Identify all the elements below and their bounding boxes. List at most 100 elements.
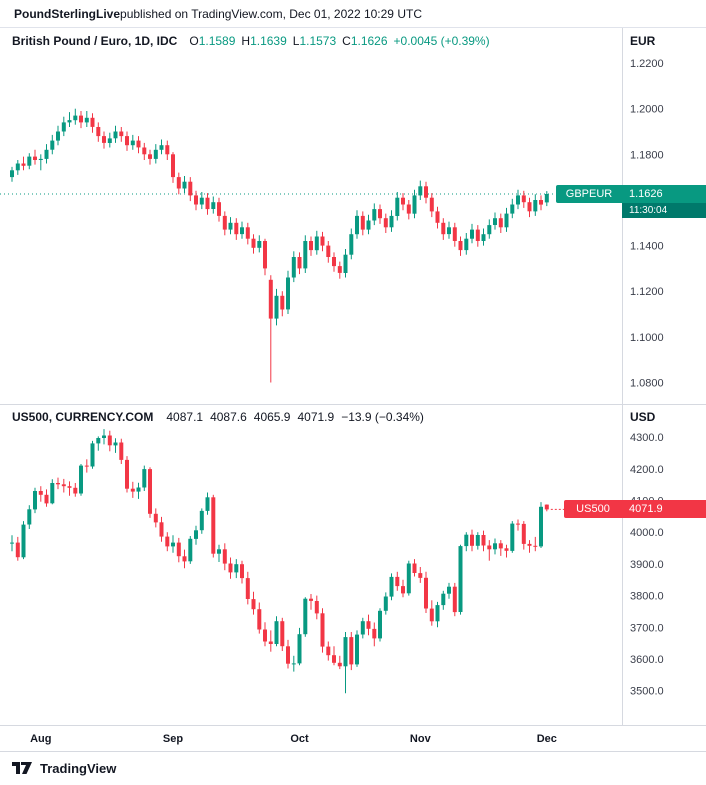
- y-axis-tick: 3600.0: [630, 654, 664, 666]
- candlestick-chart[interactable]: 1.22001.20001.18001.16001.14001.12001.10…: [0, 28, 706, 752]
- candle-body: [452, 227, 457, 241]
- candle-body: [119, 442, 124, 460]
- currency-label-usd: USD: [630, 410, 656, 424]
- candle-body: [458, 241, 463, 251]
- x-axis-month-label: Oct: [290, 733, 309, 745]
- candle-body: [130, 488, 135, 492]
- candle-body: [320, 236, 325, 246]
- candle-body: [280, 621, 285, 647]
- candle-body: [102, 435, 106, 438]
- y-axis-tick: 1.2000: [630, 104, 664, 116]
- candle-body: [297, 634, 302, 664]
- candle-body: [349, 637, 354, 665]
- x-axis-month-label: Sep: [163, 733, 183, 745]
- candle-body: [171, 542, 175, 547]
- candle-body: [418, 186, 423, 196]
- candle-body: [383, 218, 388, 228]
- y-axis-tick: 1.0800: [630, 378, 664, 390]
- candle-body: [73, 115, 78, 121]
- tradingview-logo-icon: [12, 761, 33, 776]
- candle-body: [389, 576, 394, 597]
- candle-body: [441, 222, 446, 235]
- candle-body: [234, 564, 239, 573]
- candle-body: [498, 218, 503, 228]
- candle-body: [521, 523, 526, 544]
- candle-body: [435, 605, 440, 622]
- candle-body: [360, 621, 365, 635]
- legend-us500: US500, CURRENCY.COM 4087.1 4087.6 4065.9 407…: [12, 410, 424, 424]
- candle-body: [61, 484, 66, 487]
- candle-body: [544, 504, 549, 510]
- candle-body: [199, 510, 204, 531]
- candle-body: [268, 279, 273, 319]
- candle-body: [142, 469, 147, 488]
- candle-body: [337, 662, 342, 667]
- candle-body: [504, 548, 509, 551]
- candle-body: [303, 598, 308, 635]
- candle-body: [27, 509, 32, 525]
- candle-body: [487, 225, 492, 235]
- candle-body: [263, 629, 267, 642]
- candle-body: [148, 469, 152, 514]
- y-axis-tick: 1.1400: [630, 241, 664, 253]
- candle-body: [521, 195, 526, 203]
- candle-body: [217, 202, 221, 216]
- candle-body: [222, 215, 227, 230]
- ohlc-close-value: 4071.9: [297, 410, 335, 424]
- candle-body: [401, 586, 405, 594]
- candle-body: [79, 115, 83, 123]
- ohlc-high-value: 1.1639: [250, 34, 287, 48]
- candle-body: [153, 513, 158, 523]
- candle-body: [516, 195, 520, 205]
- candle-body: [263, 241, 267, 269]
- candle-body: [56, 483, 60, 485]
- candle-body: [441, 593, 446, 606]
- candle-body: [228, 222, 233, 230]
- candle-body: [527, 543, 532, 546]
- x-axis-month-label: Nov: [410, 733, 432, 745]
- x-axis-month-label: Dec: [537, 733, 557, 745]
- tradingview-footer-link[interactable]: TradingView: [0, 752, 706, 785]
- candle-body: [429, 608, 434, 622]
- candle-body: [447, 586, 451, 594]
- y-axis-tick: 1.1200: [630, 286, 664, 298]
- gbpeur-symbol-price-flag: GBPEUR: [556, 185, 622, 203]
- candle-body: [211, 497, 216, 554]
- candle-body: [475, 535, 480, 546]
- candle-body: [481, 535, 486, 546]
- x-axis-month-label: Aug: [30, 733, 51, 745]
- candle-body: [516, 523, 520, 525]
- ohlc-close-label: C: [342, 34, 351, 48]
- candle-body: [107, 435, 112, 446]
- gbpeur-last-price-label: 1.1626: [622, 185, 706, 203]
- candle-body: [234, 222, 239, 235]
- candle-body: [165, 536, 170, 547]
- candle-body: [314, 601, 319, 614]
- candle-body: [50, 140, 55, 150]
- candle-body: [401, 197, 405, 205]
- publisher-link[interactable]: PoundSterlingLive: [14, 6, 121, 21]
- candle-body: [510, 204, 515, 214]
- candle-body: [176, 542, 181, 557]
- candle-body: [211, 202, 216, 209]
- y-axis-tick: 4200.0: [630, 464, 664, 476]
- candle-body: [332, 655, 336, 663]
- candle-body: [406, 204, 411, 214]
- candle-body: [337, 266, 342, 273]
- ohlc-open-label: O: [189, 34, 199, 48]
- candle-body: [303, 241, 308, 269]
- header-publish-info: published on TradingView.com, Dec 01, 20…: [120, 6, 422, 21]
- candle-body: [355, 634, 359, 665]
- candle-body: [470, 229, 474, 239]
- candle-body: [56, 131, 60, 141]
- y-axis-tick: 1.2200: [630, 58, 664, 70]
- change-value: −13.9 (−0.34%): [341, 410, 424, 424]
- candle-body: [320, 613, 325, 647]
- candle-body: [182, 181, 187, 189]
- candle-body: [527, 202, 532, 212]
- y-axis-tick: 4000.0: [630, 527, 664, 539]
- change-value: +0.0045 (+0.39%): [393, 34, 490, 48]
- candle-body: [33, 491, 37, 510]
- candle-body: [44, 494, 49, 504]
- candle-body: [343, 637, 348, 667]
